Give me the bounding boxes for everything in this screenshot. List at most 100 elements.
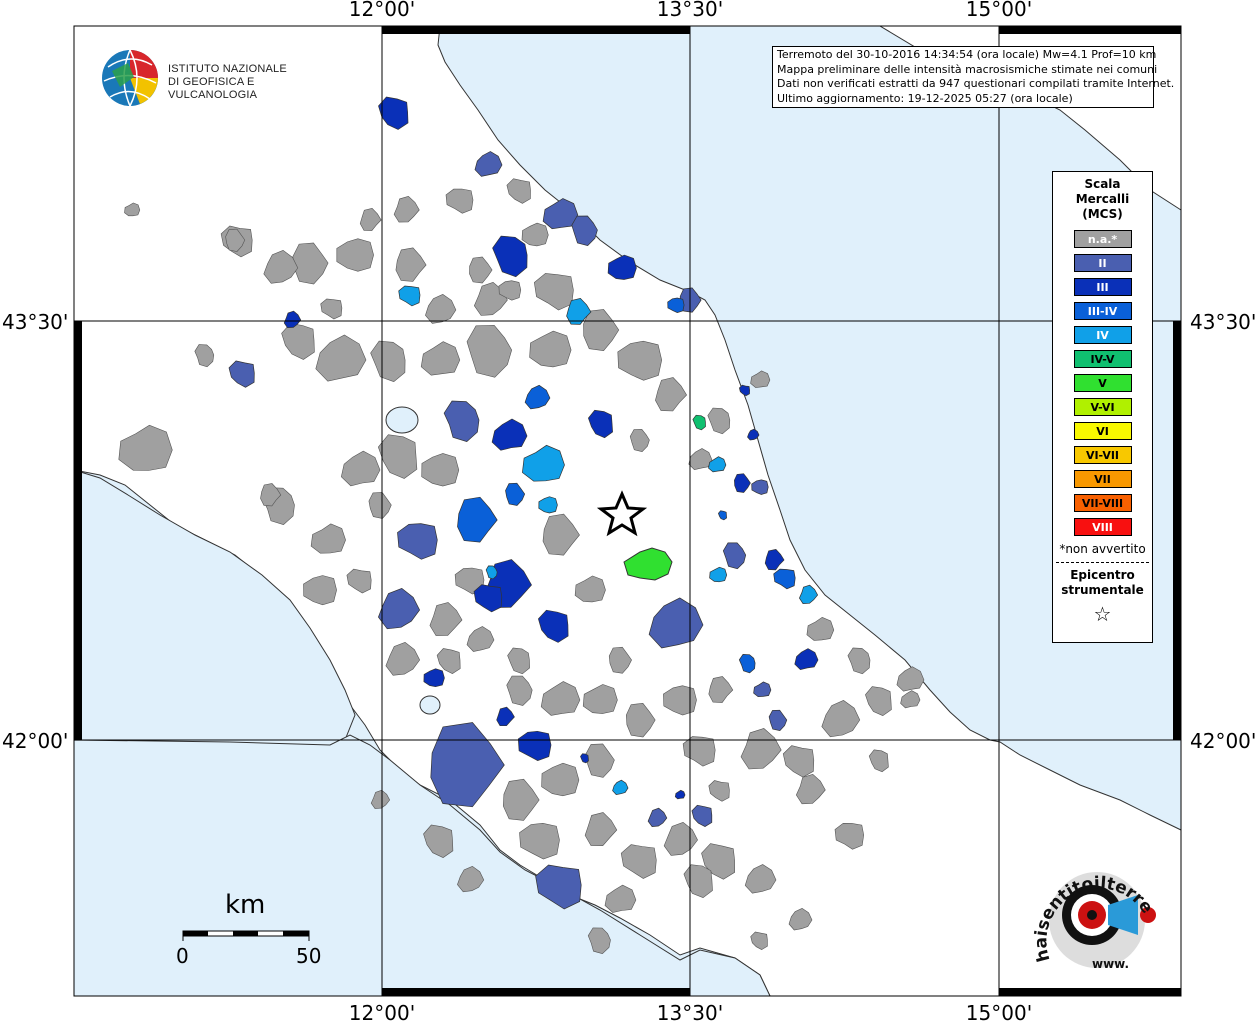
municipality-na [620, 844, 657, 879]
municipality-na [194, 344, 215, 368]
legend-separator [1056, 562, 1149, 563]
event-info-line3: Dati non verificati estratti da 947 ques… [777, 77, 1175, 90]
municipality-na [608, 646, 632, 674]
municipality-na [303, 575, 337, 606]
municipality-na [708, 676, 734, 703]
scale-start-label: 0 [176, 944, 189, 968]
municipality-intensity [457, 496, 498, 543]
haisentito-text-wrap: haisentitoilterremoto.it www. [1021, 835, 1170, 980]
municipality-na [795, 773, 826, 805]
municipality-intensity [667, 297, 685, 313]
municipality-intensity [738, 654, 756, 674]
graticule [74, 26, 1181, 996]
event-info-line2: Mappa preliminare delle intensità macros… [777, 62, 1158, 76]
municipality-na [587, 927, 611, 955]
municipality-intensity [535, 864, 582, 910]
municipality-na [502, 778, 540, 821]
scale-end-label: 50 [296, 944, 322, 968]
municipality-na [847, 647, 871, 675]
municipality-na [370, 789, 391, 809]
legend-item: VI [1073, 422, 1132, 440]
ingv-name-line2: DI GEOFISICA E VULCANOLOGIA [168, 76, 258, 101]
municipality-na [445, 188, 474, 214]
municipality-na [498, 280, 522, 301]
event-info-line1: Terremoto del 30-10-2016 14:34:54 (ora l… [777, 48, 1157, 61]
legend-item: VI-VII [1073, 446, 1132, 464]
municipality-na [521, 222, 549, 247]
municipality-intensity [691, 804, 713, 828]
lon-label-bottom-1: 12°00' [349, 1001, 415, 1024]
municipality-intensity [423, 668, 445, 688]
municipality-intensity [612, 779, 629, 795]
legend-title-1: Scala [1084, 177, 1121, 191]
haisentito-text-svg: haisentitoilterremoto.it www. [1021, 835, 1157, 971]
municipality-intensity [722, 542, 747, 570]
event-info-box: Terremoto del 30-10-2016 14:34:54 (ora l… [772, 46, 1175, 108]
municipality-intensity [751, 479, 769, 495]
municipality-na [582, 684, 618, 714]
municipality-na [750, 931, 768, 950]
scale-unit-label: km [225, 890, 266, 920]
lake-trasimeno [385, 406, 419, 434]
municipality-na [617, 340, 663, 381]
lon-label-top-3: 15°00' [966, 0, 1032, 21]
ingv-globe-icon [102, 49, 158, 107]
legend-star-icon: ☆ [1093, 602, 1112, 626]
municipality-intensity [768, 709, 788, 731]
legend-items: n.a.* II III III-IV IV IV-V V V-VI VI VI-VII VII VI… [1053, 230, 1152, 536]
lake-bolsena [419, 695, 441, 715]
municipality-intensity [542, 198, 579, 230]
municipality-na [604, 884, 637, 913]
mcs-legend: Scala Mercalli (MCS) n.a.* II III III-IV IV I… [1052, 171, 1153, 643]
municipality-na [868, 749, 889, 773]
municipality-na [466, 325, 513, 378]
municipality-intensity [378, 588, 421, 630]
municipality-intensity [443, 400, 480, 442]
municipality-na [118, 424, 173, 471]
municipality-intensity [734, 473, 751, 493]
municipality-na [625, 702, 656, 738]
municipality-na [436, 648, 461, 674]
lat-label-left-1: 43°30' [2, 310, 68, 334]
municipality-intensity [538, 496, 558, 514]
municipality-na [663, 685, 697, 716]
municipality-intensity [517, 730, 552, 761]
municipality-intensity [773, 568, 796, 590]
municipality-intensity [588, 409, 613, 439]
haisentito-url: haisentitoilterremoto.it [1030, 850, 1157, 964]
legend-title-3: (MCS) [1082, 207, 1123, 221]
municipality-na [519, 822, 560, 860]
municipality-na [457, 865, 485, 893]
lon-label-bottom-2: 13°30' [657, 1001, 723, 1024]
municipality-na [541, 762, 580, 797]
ingv-name-line1: ISTITUTO NAZIONALE [168, 63, 287, 75]
haisentito-logo [1049, 872, 1156, 968]
municipality-na [469, 256, 493, 284]
municipality-na [506, 675, 533, 706]
municipality-na [466, 626, 495, 652]
municipality-intensity [485, 565, 498, 580]
municipality-na [542, 513, 580, 556]
municipality-intensity [647, 807, 668, 827]
municipality-intensity [228, 360, 255, 388]
municipality-na [421, 453, 460, 487]
municipality-na [750, 370, 771, 388]
municipality-na [315, 334, 367, 382]
municipality-na [506, 178, 531, 204]
legend-title-2: Mercalli [1075, 192, 1130, 206]
municipality-na [346, 568, 372, 594]
municipality-intensity [496, 706, 515, 727]
municipality-na [359, 207, 382, 231]
municipality-na [583, 309, 620, 352]
municipality-intensity [430, 722, 505, 808]
municipality-na [124, 202, 141, 217]
municipality-na [393, 195, 420, 223]
municipality-na [629, 429, 650, 453]
municipality-na [377, 434, 418, 479]
lon-label-top-2: 13°30' [657, 0, 723, 21]
municipality-na [782, 745, 815, 778]
municipality-na [708, 780, 730, 802]
municipality-na [740, 728, 782, 770]
legend-item: V [1073, 374, 1132, 392]
legend-item: III-IV [1073, 302, 1132, 320]
